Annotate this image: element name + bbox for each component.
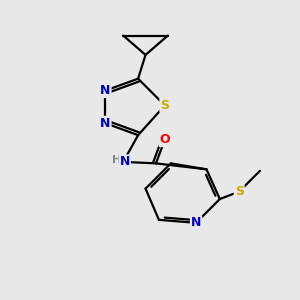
- Text: S: S: [235, 185, 244, 198]
- Text: S: S: [160, 99, 169, 112]
- Text: N: N: [191, 216, 201, 229]
- Text: N: N: [119, 155, 130, 168]
- Text: O: O: [160, 133, 170, 146]
- Text: N: N: [100, 117, 111, 130]
- Text: N: N: [100, 84, 111, 97]
- Text: H: H: [112, 155, 121, 165]
